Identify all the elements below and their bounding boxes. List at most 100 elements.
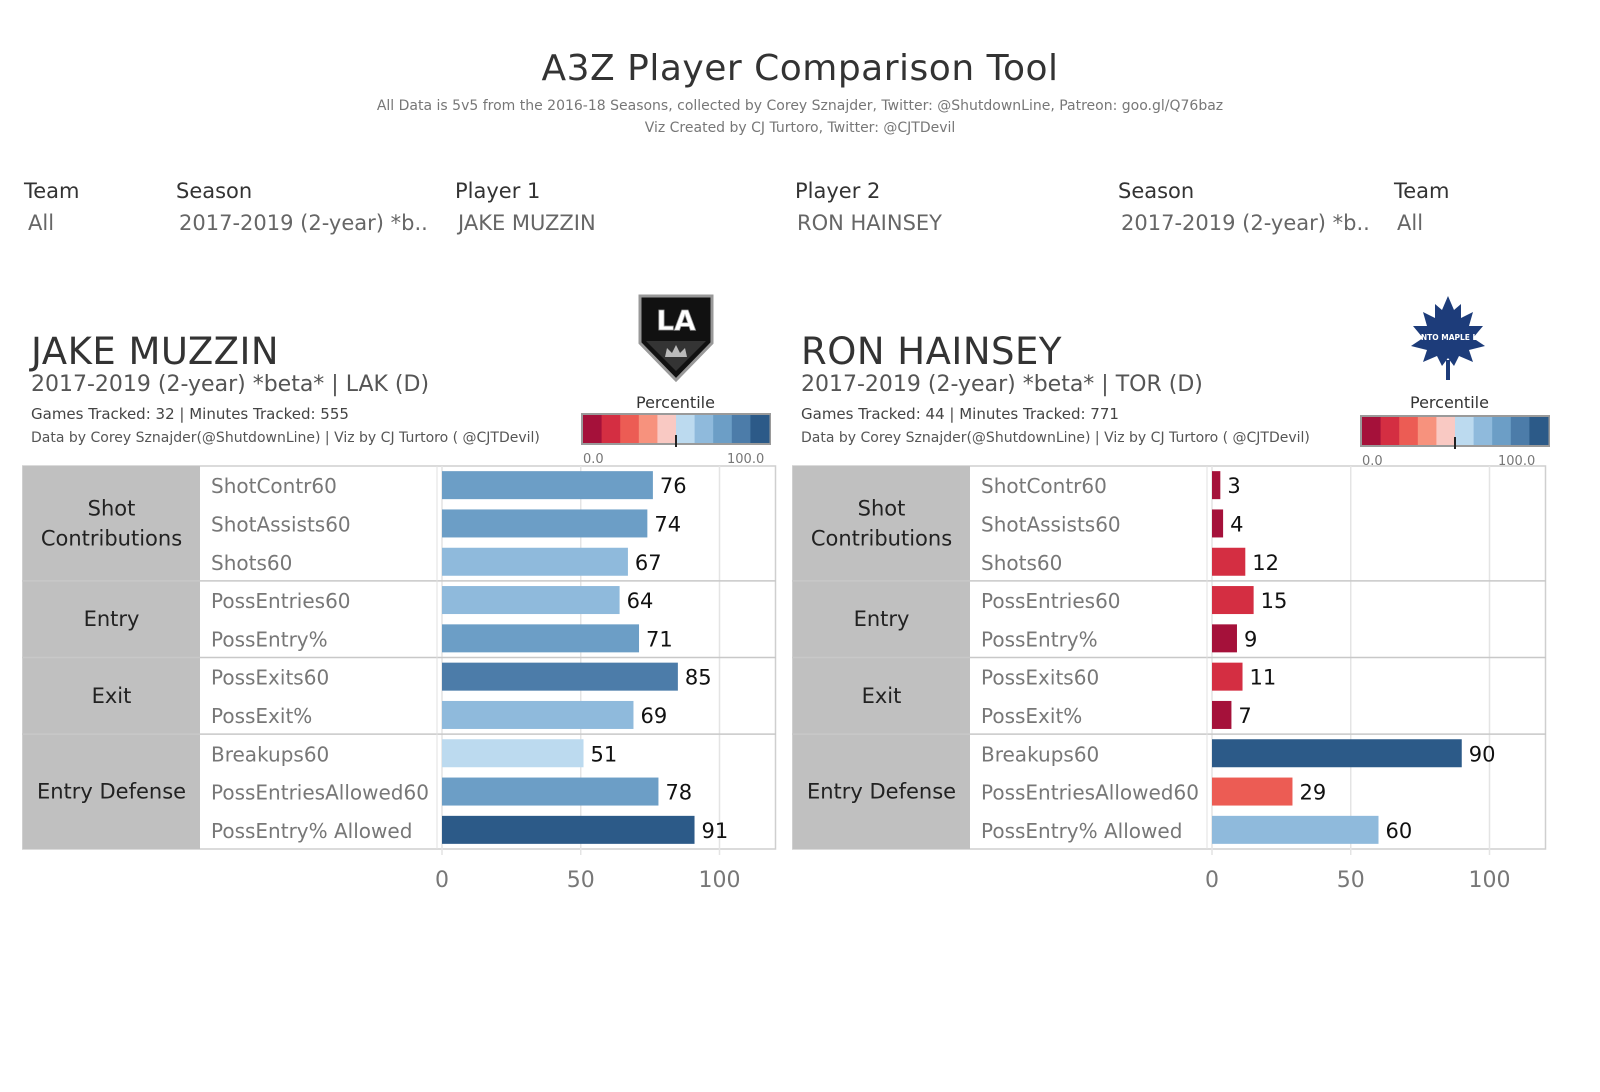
team-filter-2[interactable]: All bbox=[1397, 211, 1424, 235]
player2-credit: Data by Corey Sznajder(@ShutdownLine) | … bbox=[801, 430, 1310, 446]
legend-swatch bbox=[1417, 417, 1437, 445]
player1-name: JAKE MUZZIN bbox=[31, 330, 280, 373]
season-filter-2[interactable]: 2017-2019 (2-year) *b.. bbox=[1121, 211, 1370, 235]
bar[interactable] bbox=[1212, 471, 1221, 500]
bar[interactable] bbox=[442, 777, 659, 806]
maple-leafs-logo-icon: TORONTO MAPLE LEAFS bbox=[1397, 294, 1499, 384]
bar-value-label: 74 bbox=[654, 512, 681, 536]
player2-games-minutes: Games Tracked: 44 | Minutes Tracked: 771 bbox=[801, 405, 1119, 423]
x-tick-label: 50 bbox=[1337, 868, 1365, 893]
bar[interactable] bbox=[442, 471, 653, 500]
bar[interactable] bbox=[442, 586, 620, 615]
bar[interactable] bbox=[1212, 624, 1237, 653]
legend-swatch bbox=[1380, 417, 1400, 445]
x-tick-label: 0 bbox=[1205, 868, 1219, 893]
legend-swatch bbox=[1399, 417, 1419, 445]
bar-value-label: 67 bbox=[635, 551, 662, 575]
bar[interactable] bbox=[442, 624, 640, 653]
legend-swatch bbox=[601, 415, 621, 443]
bar-value-label: 85 bbox=[685, 666, 712, 690]
bar[interactable] bbox=[1212, 509, 1224, 538]
group-label: Contributions bbox=[811, 526, 952, 550]
metric-label: PossEntriesAllowed60 bbox=[211, 781, 429, 805]
bar[interactable] bbox=[442, 739, 584, 768]
legend-swatch bbox=[1492, 417, 1512, 445]
bar[interactable] bbox=[442, 815, 695, 844]
data-source-subtitle: All Data is 5v5 from the 2016-18 Seasons… bbox=[376, 98, 1224, 114]
bar-value-label: 15 bbox=[1261, 589, 1288, 613]
bar-value-label: 4 bbox=[1230, 512, 1243, 536]
bar-value-label: 91 bbox=[702, 819, 729, 843]
season-filter-1[interactable]: 2017-2019 (2-year) *b.. bbox=[179, 211, 428, 235]
group-label: Shot bbox=[88, 496, 136, 520]
player1-credit: Data by Corey Sznajder(@ShutdownLine) | … bbox=[31, 430, 540, 446]
player1-bar-chart: Shot Contributions ShotContr60 76 ShotAssist… bbox=[22, 462, 782, 902]
player2-filter[interactable]: RON HAINSEY bbox=[797, 211, 942, 235]
metric-label: Breakups60 bbox=[211, 742, 329, 766]
metric-label: ShotAssists60 bbox=[981, 512, 1121, 536]
bar[interactable] bbox=[1212, 700, 1232, 729]
player1-percentile-min: 0.0 bbox=[583, 452, 604, 467]
bar[interactable] bbox=[1212, 739, 1462, 768]
metric-label: ShotAssists60 bbox=[211, 512, 351, 536]
bar[interactable] bbox=[1212, 662, 1243, 691]
bar-value-label: 78 bbox=[665, 781, 692, 805]
metric-label: PossEntry% bbox=[981, 627, 1098, 651]
metric-label: PossEntries60 bbox=[211, 589, 351, 613]
legend-swatch bbox=[750, 415, 770, 443]
group-label: Entry bbox=[854, 607, 910, 631]
bar-value-label: 51 bbox=[591, 742, 618, 766]
player1-season-team: 2017-2019 (2-year) *beta* | LAK (D) bbox=[31, 372, 430, 397]
metric-label: PossEntry% Allowed bbox=[981, 819, 1182, 843]
group-cell bbox=[23, 580, 200, 658]
legend-swatch bbox=[1473, 417, 1493, 445]
legend-swatch bbox=[620, 415, 640, 443]
bar[interactable] bbox=[442, 509, 648, 538]
legend-swatch bbox=[638, 415, 658, 443]
x-tick-label: 50 bbox=[567, 868, 595, 893]
group-cell bbox=[793, 734, 970, 849]
metric-label: ShotContr60 bbox=[981, 474, 1107, 498]
player2-season-team: 2017-2019 (2-year) *beta* | TOR (D) bbox=[801, 372, 1203, 397]
bar[interactable] bbox=[1212, 547, 1246, 576]
group-cell bbox=[23, 466, 200, 581]
legend-swatch bbox=[713, 415, 733, 443]
metric-label: PossEntriesAllowed60 bbox=[981, 781, 1199, 805]
bar-value-label: 12 bbox=[1252, 551, 1279, 575]
la-kings-logo-icon: LA bbox=[637, 293, 715, 383]
player1-filter[interactable]: JAKE MUZZIN bbox=[458, 211, 596, 235]
bar-value-label: 3 bbox=[1227, 474, 1240, 498]
bar-value-label: 11 bbox=[1250, 666, 1277, 690]
bar[interactable] bbox=[442, 662, 678, 691]
bar[interactable] bbox=[442, 547, 628, 576]
metric-label: PossEntry% Allowed bbox=[211, 819, 412, 843]
team-filter-1[interactable]: All bbox=[28, 211, 55, 235]
group-cell bbox=[23, 734, 200, 849]
legend-swatch bbox=[583, 415, 603, 443]
legend-swatch bbox=[1510, 417, 1530, 445]
legend-swatch bbox=[1455, 417, 1475, 445]
bar[interactable] bbox=[1212, 586, 1254, 615]
metric-label: PossExit% bbox=[981, 704, 1082, 728]
player2-filter-label: Player 2 bbox=[795, 179, 881, 203]
player1-percentile-legend bbox=[581, 413, 771, 447]
bar[interactable] bbox=[1212, 815, 1379, 844]
legend-swatch bbox=[1529, 417, 1549, 445]
legend-swatch bbox=[676, 415, 696, 443]
group-label: Shot bbox=[858, 496, 906, 520]
bar-value-label: 7 bbox=[1238, 704, 1251, 728]
dashboard-title: A3Z Player Comparison Tool bbox=[541, 48, 1059, 89]
group-cell bbox=[793, 580, 970, 658]
la-logo-text: LA bbox=[656, 304, 696, 337]
player1-percentile-title: Percentile bbox=[636, 393, 715, 412]
bar[interactable] bbox=[1212, 777, 1293, 806]
bar-value-label: 76 bbox=[660, 474, 687, 498]
group-label: Entry Defense bbox=[37, 780, 186, 804]
group-cell bbox=[23, 657, 200, 735]
legend-swatch bbox=[657, 415, 677, 443]
season-filter-label-1: Season bbox=[176, 179, 253, 203]
metric-label: Shots60 bbox=[211, 551, 292, 575]
legend-swatch bbox=[694, 415, 714, 443]
bar[interactable] bbox=[442, 700, 634, 729]
metric-label: PossEntry% bbox=[211, 627, 328, 651]
